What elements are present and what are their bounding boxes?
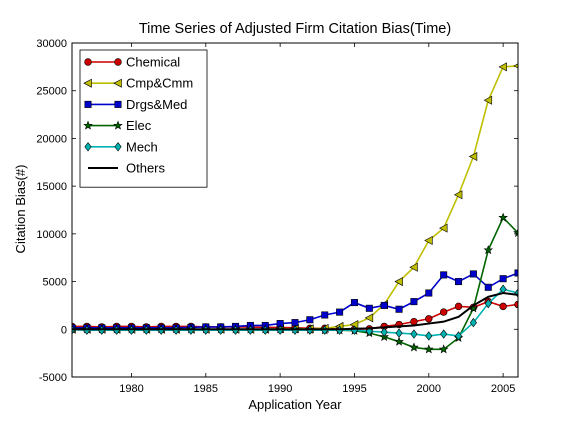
legend-label-mech: Mech — [126, 139, 158, 154]
legend-label-elec: Elec — [126, 118, 152, 133]
y-tick-label: 20000 — [36, 133, 67, 145]
x-tick-label: 1985 — [194, 383, 218, 395]
x-tick-label: 2005 — [491, 383, 515, 395]
data-point-drgs-med — [426, 290, 432, 296]
x-tick-label: 2000 — [417, 383, 441, 395]
y-tick-label: 10000 — [36, 229, 67, 241]
legend-marker-chemical — [85, 59, 92, 66]
legend-label-drgs-med: Drgs&Med — [126, 97, 187, 112]
legend-marker-chemical — [115, 59, 122, 66]
legend-label-cmp-cmm: Cmp&Cmm — [126, 76, 193, 91]
legend-marker-drgs-med — [85, 101, 91, 107]
x-tick-label: 1980 — [119, 383, 143, 395]
y-tick-label: 15000 — [36, 181, 67, 193]
y-tick-label: 5000 — [43, 277, 67, 289]
data-point-drgs-med — [485, 284, 491, 290]
data-point-drgs-med — [411, 298, 417, 304]
data-point-chemical — [455, 303, 462, 310]
data-point-drgs-med — [366, 305, 372, 311]
data-point-drgs-med — [396, 306, 402, 312]
data-point-chemical — [440, 309, 447, 316]
y-axis-label: Citation Bias(#) — [13, 165, 28, 254]
data-point-chemical — [425, 315, 432, 322]
data-point-drgs-med — [307, 317, 313, 323]
data-point-drgs-med — [440, 272, 446, 278]
y-tick-label: 30000 — [36, 38, 67, 50]
x-tick-label: 1995 — [342, 383, 366, 395]
legend-label-chemical: Chemical — [126, 55, 180, 70]
legend-marker-drgs-med — [115, 101, 121, 107]
data-point-drgs-med — [336, 309, 342, 315]
x-axis-label: Application Year — [248, 397, 342, 412]
data-point-drgs-med — [500, 276, 506, 282]
y-tick-label: 0 — [61, 324, 67, 336]
chart-title: Time Series of Adjusted Firm Citation Bi… — [139, 21, 451, 37]
legend-label-others: Others — [126, 161, 166, 176]
data-point-chemical — [500, 303, 507, 310]
data-point-drgs-med — [381, 302, 387, 308]
data-point-drgs-med — [455, 278, 461, 284]
data-point-drgs-med — [351, 299, 357, 305]
data-point-drgs-med — [470, 271, 476, 277]
legend: Chemical Cmp&Cmm Drgs&Med Elec Mech Others — [80, 50, 207, 187]
data-point-drgs-med — [322, 312, 328, 318]
y-tick-label: -5000 — [39, 372, 67, 384]
x-tick-label: 1990 — [268, 383, 292, 395]
y-tick-label: 25000 — [36, 86, 67, 98]
data-point-chemical — [411, 318, 418, 325]
